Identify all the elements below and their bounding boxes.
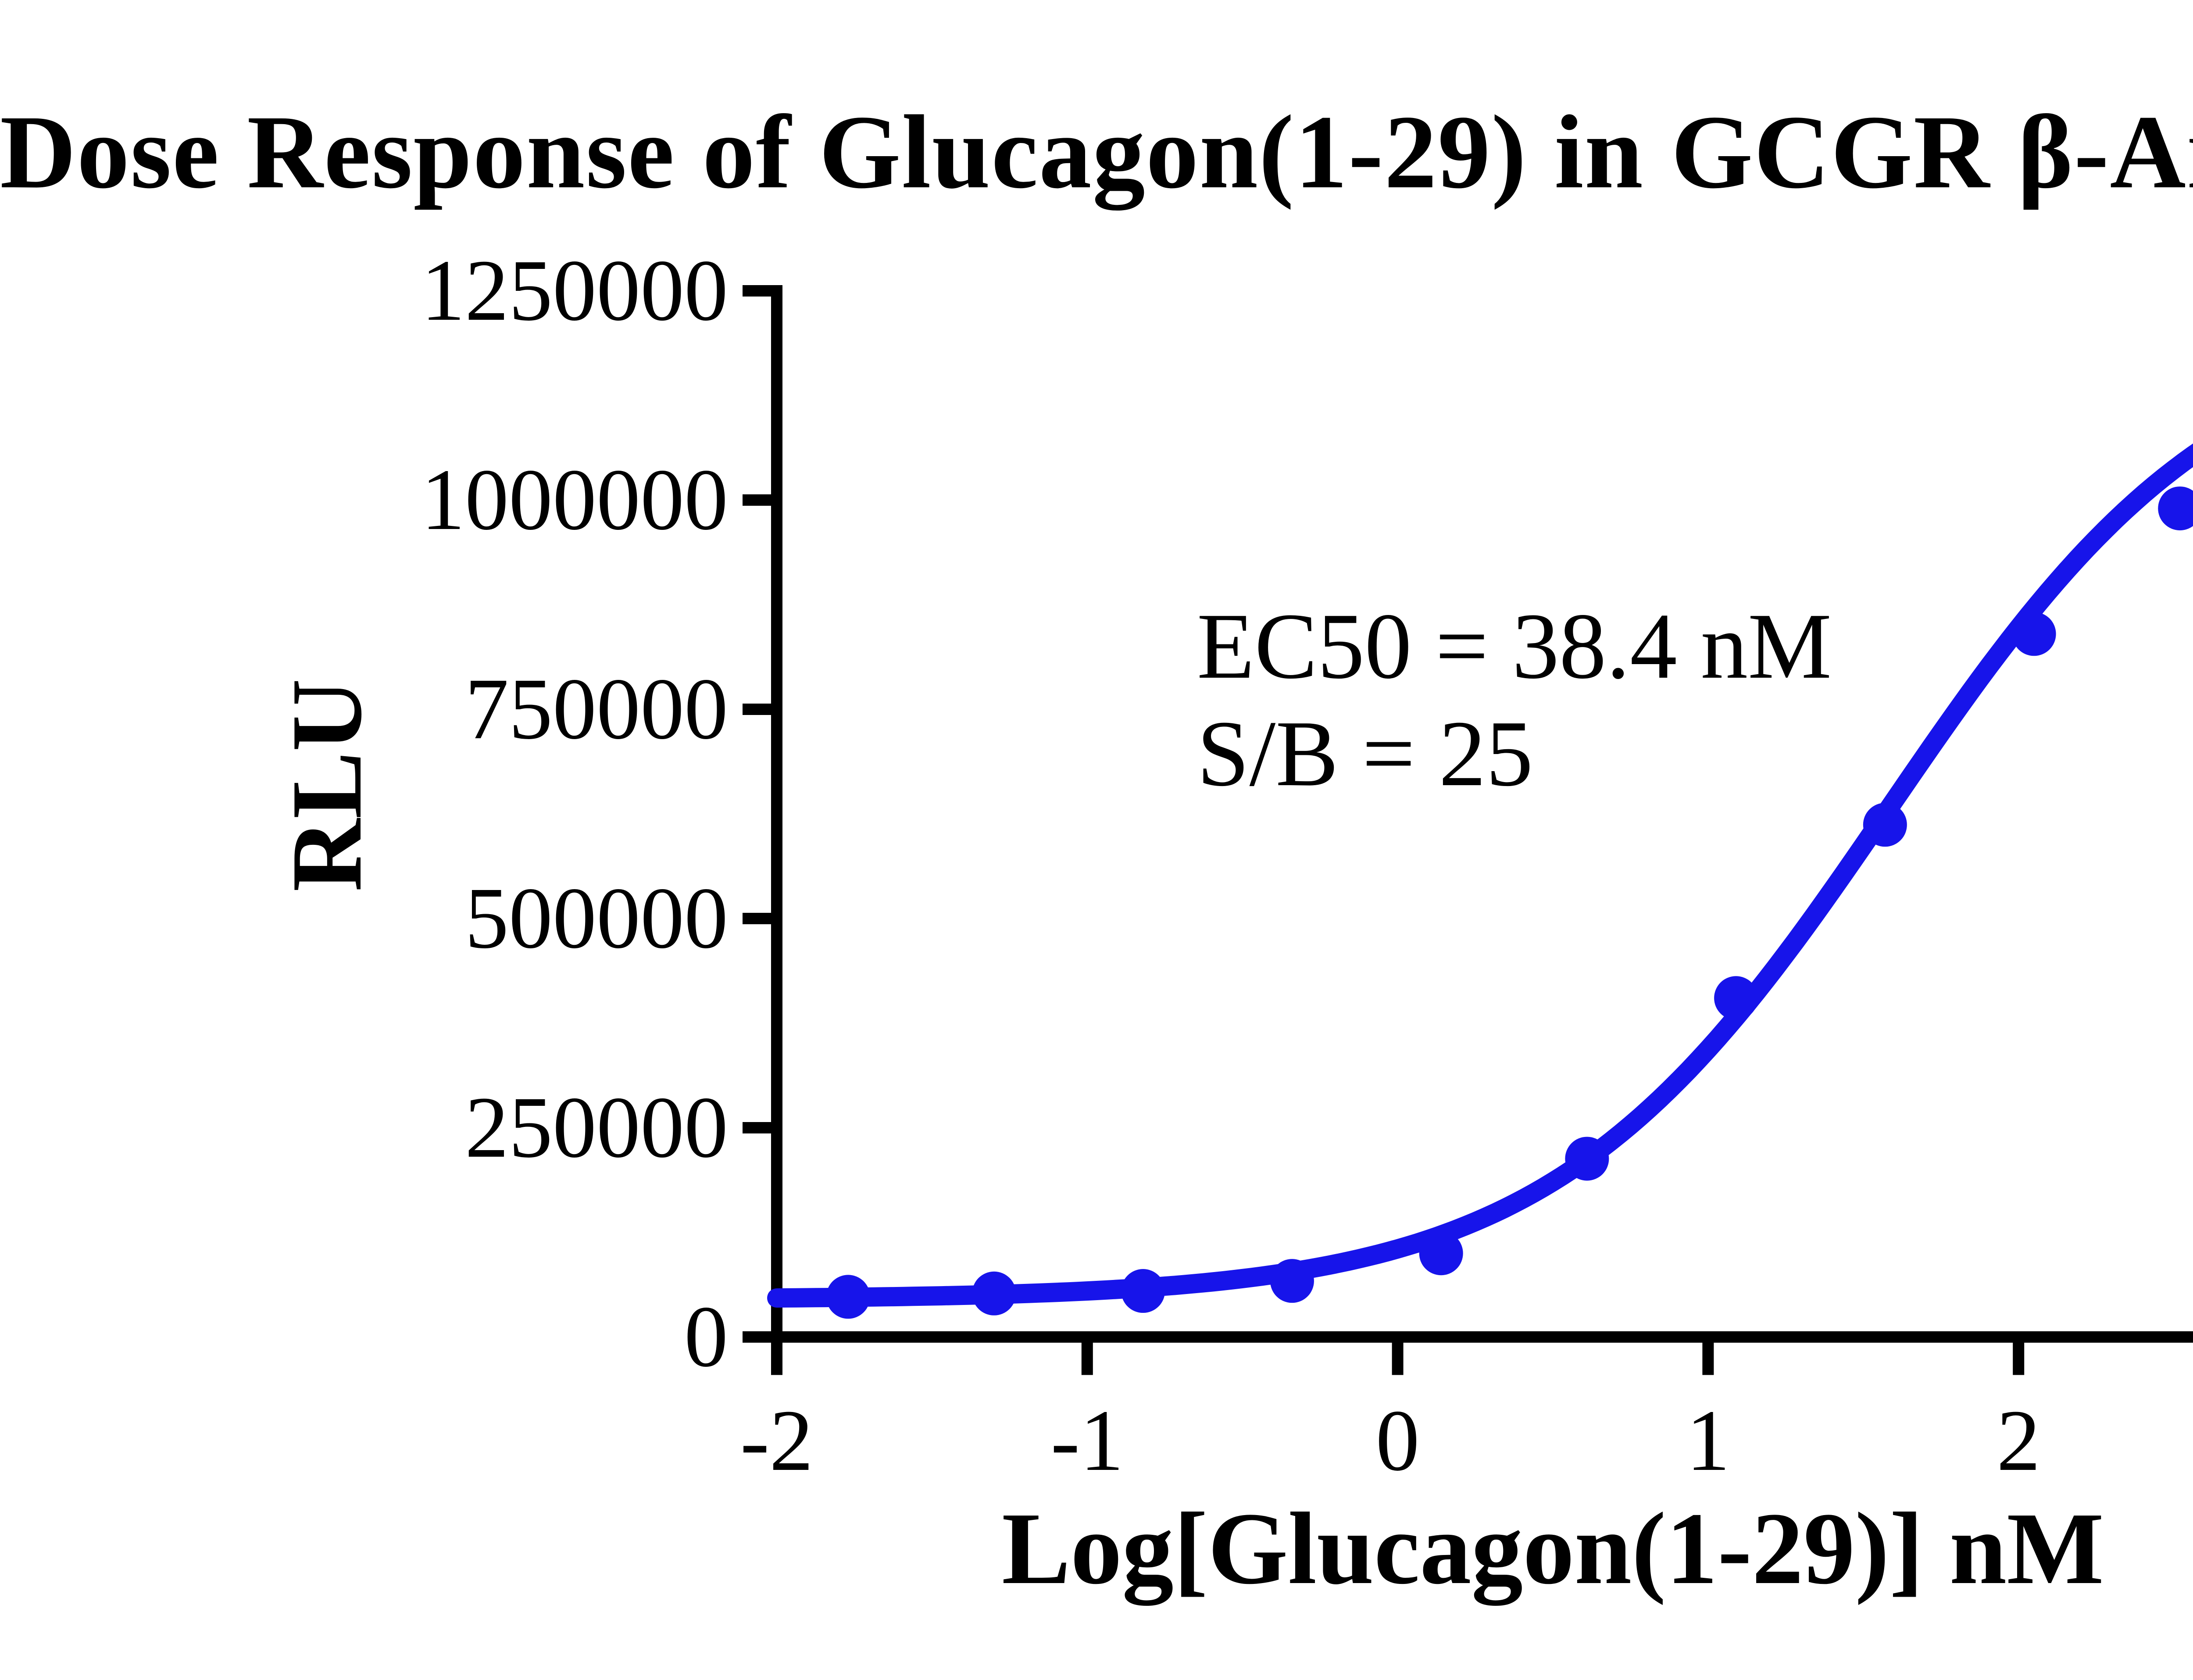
data-point <box>1121 1269 1165 1313</box>
x-tick-label: 0 <box>1375 1392 1420 1489</box>
x-axis-title: Log[Glucagon(1-29)] nM <box>1001 1491 2104 1605</box>
fit-curve <box>767 443 2193 1308</box>
y-tick-label: 500000 <box>465 870 728 967</box>
y-tick-label: 250000 <box>465 1079 728 1176</box>
data-point <box>1419 1231 1463 1276</box>
y-tick-label: 1000000 <box>421 451 728 548</box>
chart-title: Dose Response of Glucagon(1-29) in GCGR … <box>0 93 2193 210</box>
x-tick-label: 1 <box>1686 1392 1730 1489</box>
data-point <box>2158 486 2193 531</box>
data-point <box>2012 612 2056 656</box>
y-tick-label: 0 <box>684 1288 728 1385</box>
data-point <box>1714 976 1758 1020</box>
signal-background-value: S/B = 25 <box>1197 701 1533 806</box>
data-point <box>972 1271 1016 1315</box>
x-tick-label: -1 <box>1050 1392 1124 1489</box>
y-tick-label: 1250000 <box>421 242 728 339</box>
fit-annotation: EC50 = 38.4 nM S/B = 25 <box>1197 592 1832 807</box>
data-point <box>1270 1259 1314 1303</box>
data-point <box>1863 803 1907 847</box>
data-point <box>1565 1137 1609 1181</box>
x-tick-label: 2 <box>1997 1392 2041 1489</box>
data-point <box>826 1275 870 1319</box>
y-tick-label: 750000 <box>465 661 728 758</box>
x-tick-label: -2 <box>740 1392 814 1489</box>
ec50-value: EC50 = 38.4 nM <box>1197 593 1832 698</box>
